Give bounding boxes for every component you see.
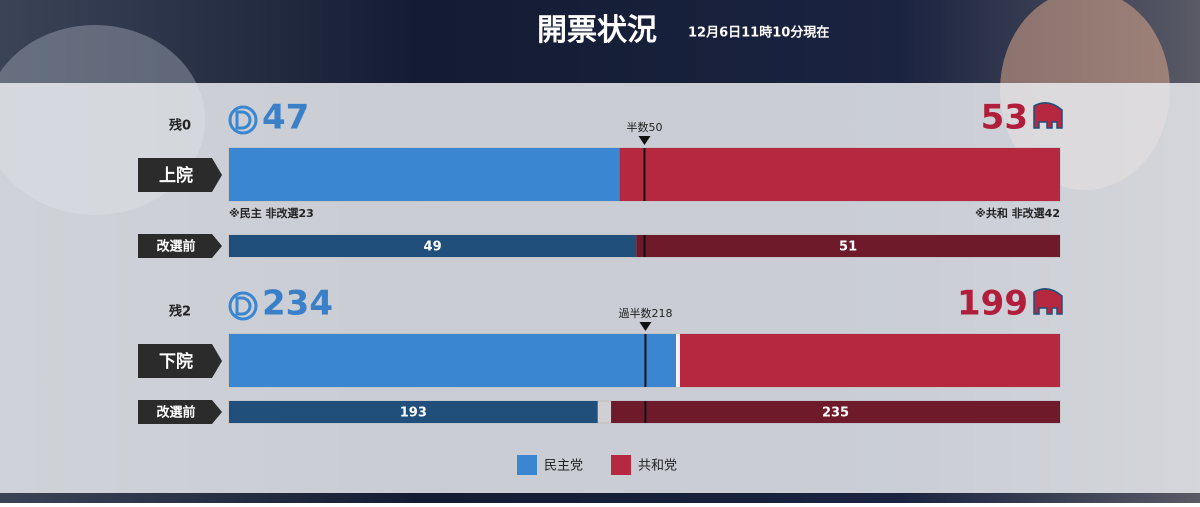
note: ※民主 非改選23	[229, 206, 314, 220]
dem-seats: 47	[262, 98, 309, 138]
legend-swatch	[611, 455, 631, 475]
majority-marker	[638, 136, 651, 145]
rep-bar	[679, 334, 1060, 387]
rep-icon	[1033, 288, 1063, 315]
dem-bar	[229, 334, 677, 387]
chamber-label-box	[138, 158, 222, 192]
chamber-label-box	[138, 234, 222, 258]
dem-icon-letter	[235, 110, 252, 130]
previous-dem-bar	[229, 401, 598, 423]
rep-seats: 199	[957, 284, 1028, 324]
previous-rep-bar	[611, 401, 1060, 423]
previous-rep-bar	[636, 235, 1060, 257]
chamber-label: 下院	[159, 351, 193, 372]
legend-label: 民主党	[544, 459, 583, 474]
legend-swatch	[517, 455, 537, 475]
note: ※共和 非改選42	[975, 206, 1060, 220]
majority-label: 半数50	[627, 120, 663, 134]
chamber-label-box	[138, 344, 222, 378]
chamber-label: 改選前	[156, 239, 195, 255]
previous-dem-label: 49	[424, 240, 442, 255]
title: 開票状況	[537, 13, 657, 48]
remaining: 残0	[169, 118, 191, 134]
dem-icon	[228, 291, 258, 321]
chamber-label: 上院	[159, 165, 193, 186]
previous-dem-bar	[229, 235, 637, 257]
dem-icon	[228, 105, 258, 135]
legend-label: 共和党	[638, 459, 677, 474]
majority-marker	[639, 322, 652, 331]
chamber-label-box	[138, 400, 222, 424]
remaining-gap	[676, 334, 680, 387]
rep-bar	[619, 148, 1060, 201]
dem-bar	[229, 148, 620, 201]
rep-icon	[1033, 102, 1063, 129]
previous-rep-label: 235	[822, 406, 849, 421]
rep-seats: 53	[981, 98, 1028, 138]
chamber-label: 改選前	[156, 405, 195, 421]
previous-dem-label: 193	[400, 406, 427, 421]
dem-icon-letter	[235, 296, 252, 316]
remaining: 残2	[169, 304, 191, 320]
previous-rep-label: 51	[839, 240, 857, 255]
dem-seats: 234	[262, 284, 333, 324]
timestamp: 12月6日11時10分現在	[688, 25, 829, 41]
majority-label: 過半数218	[618, 306, 672, 320]
